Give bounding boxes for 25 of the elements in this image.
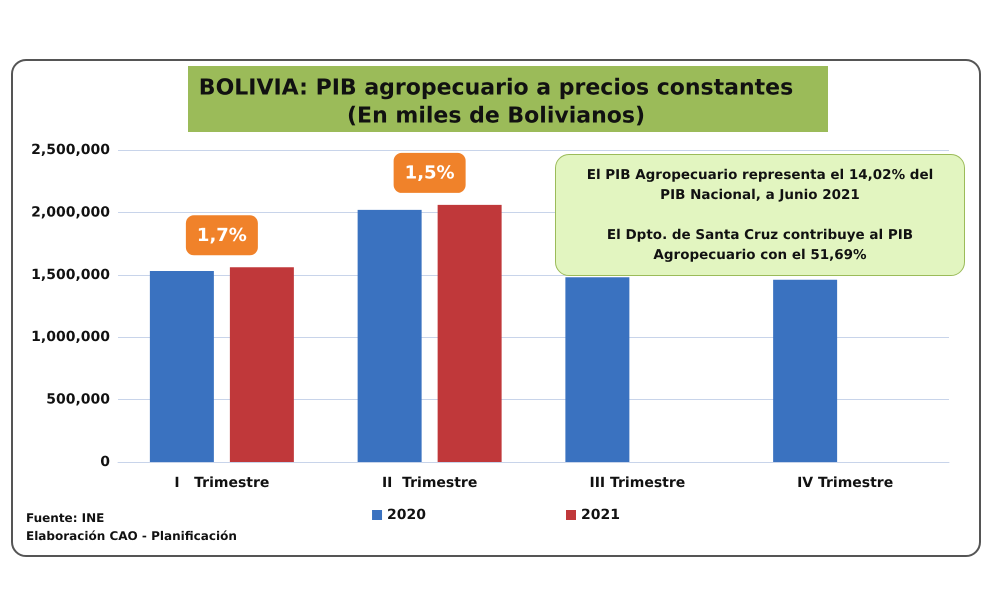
x-tick-label: IV Trimestre xyxy=(797,475,894,491)
chart-title: BOLIVIA: PIB agropecuario a precios constantes xyxy=(198,76,794,100)
bar xyxy=(358,210,422,462)
y-tick-label: 1,000,000 xyxy=(31,329,110,346)
annotation: 1,7% xyxy=(196,224,247,246)
chart-subtitle: (En miles de Bolivianos) xyxy=(346,104,646,128)
y-tick-label: 500,000 xyxy=(46,392,110,408)
note-box: El PIB Agropecuario representa el 14,02% del PIB Nacional, a Junio 2021 El Dpto. de Santa Cruz contribuye al PIB Agropecuario con el 51,69% xyxy=(555,154,965,276)
source-note: Fuente: INE xyxy=(26,511,104,525)
y-tick-label: 2,000,000 xyxy=(31,204,110,220)
x-tick-label: I Trimestre xyxy=(174,475,270,491)
y-tick-label: 2,500,000 xyxy=(31,142,110,158)
bar xyxy=(773,280,838,462)
annotation: 1,5% xyxy=(404,162,455,184)
bar xyxy=(565,277,630,462)
y-tick-label: 1,500,000 xyxy=(31,266,110,283)
y-tick-label: 0 xyxy=(100,454,110,470)
legend-label: 2021 xyxy=(581,507,620,523)
text: Elaboración CAO - Planificación xyxy=(26,529,237,543)
bar xyxy=(230,267,294,462)
bar xyxy=(438,204,502,462)
x-tick-label: III Trimestre xyxy=(590,475,686,491)
bar xyxy=(150,271,214,462)
legend-label: 2020 xyxy=(387,507,426,523)
x-tick-label: II Trimestre xyxy=(382,475,478,491)
